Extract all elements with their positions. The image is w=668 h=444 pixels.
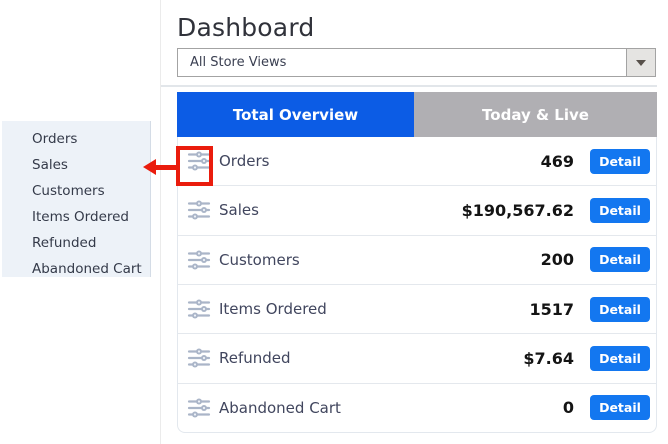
- metric-value: 200: [540, 250, 574, 270]
- metric-label: Abandoned Cart: [219, 398, 341, 417]
- metric-value: 0: [562, 398, 574, 418]
- detail-button-items-ordered[interactable]: Detail: [590, 296, 650, 322]
- detail-button-refunded[interactable]: Detail: [590, 345, 650, 371]
- store-view-value: All Store Views: [190, 55, 287, 70]
- sliders-icon: [178, 298, 219, 320]
- metric-value: 469: [540, 151, 574, 171]
- metric-row-items-ordered: Items Ordered 1517 Detail: [178, 283, 656, 333]
- metric-label: Sales: [219, 201, 259, 220]
- dashboard-panel: Dashboard All Store Views Total Overview…: [160, 0, 668, 444]
- metric-value: $190,567.62: [461, 200, 574, 220]
- store-view-dropdown-button[interactable]: [626, 49, 655, 76]
- sliders-icon: [178, 397, 219, 419]
- legend-item-refunded: Refunded: [32, 235, 97, 251]
- page-title: Dashboard: [177, 13, 315, 42]
- legend-item-orders: Orders: [32, 131, 78, 147]
- detail-button-abandoned-cart[interactable]: Detail: [590, 395, 650, 421]
- legend-item-abandoned-cart: Abandoned Cart: [32, 261, 142, 277]
- metric-value: $7.64: [523, 348, 574, 368]
- metric-label: Customers: [219, 250, 300, 269]
- tab-today-live[interactable]: Today & Live: [414, 92, 657, 137]
- sliders-icon: [178, 199, 219, 221]
- metric-row-orders: Orders 469 Detail: [178, 137, 656, 185]
- header-divider: [161, 85, 657, 87]
- metric-label: Orders: [219, 152, 270, 171]
- detail-button-customers[interactable]: Detail: [590, 247, 650, 273]
- annotation-arrow: [154, 165, 177, 170]
- store-view-select[interactable]: All Store Views: [177, 48, 656, 77]
- metric-value: 1517: [529, 299, 574, 319]
- metric-row-refunded: Refunded $7.64 Detail: [178, 333, 656, 382]
- metric-label: Refunded: [219, 349, 291, 368]
- detail-button-sales[interactable]: Detail: [590, 197, 650, 223]
- metrics-legend: Orders Sales Customers Items Ordered Ref…: [2, 121, 151, 277]
- legend-item-items-ordered: Items Ordered: [32, 209, 129, 225]
- sliders-icon: [178, 150, 219, 172]
- metrics-list: Orders 469 Detail Sales $190: [177, 137, 657, 433]
- metric-row-abandoned-cart: Abandoned Cart 0 Detail: [178, 382, 656, 432]
- legend-item-sales: Sales: [32, 157, 68, 173]
- overview-tabs: Total Overview Today & Live: [177, 92, 657, 137]
- metric-label: Items Ordered: [219, 300, 327, 319]
- metric-row-sales: Sales $190,567.62 Detail: [178, 185, 656, 234]
- caret-down-icon: [636, 59, 646, 66]
- metric-row-customers: Customers 200 Detail: [178, 234, 656, 284]
- legend-item-customers: Customers: [32, 183, 105, 199]
- annotation-highlight-box: [176, 146, 213, 186]
- detail-button-orders[interactable]: Detail: [590, 148, 650, 174]
- tab-total-overview[interactable]: Total Overview: [177, 92, 414, 137]
- sliders-icon: [178, 347, 219, 369]
- sliders-icon: [178, 249, 219, 271]
- annotation-arrowhead-icon: [143, 159, 156, 175]
